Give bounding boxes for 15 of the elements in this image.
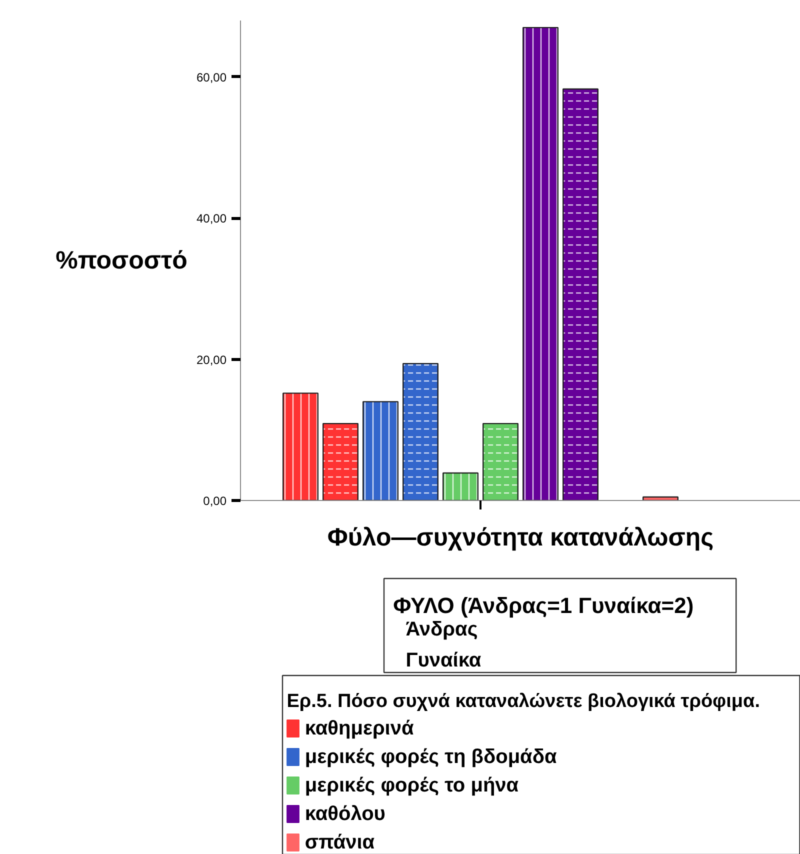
y-axis-title: %ποσοστό — [56, 246, 188, 274]
legend-title: Ερ.5. Πόσο συχνά καταναλώνετε βιολογικά τρόφιμα. — [286, 691, 760, 712]
legend-label: μερικές φορές τη βδομάδα — [304, 746, 558, 768]
legend-label: καθημερινά — [304, 718, 414, 740]
legend-label: μερικές φορές το μήνα — [304, 774, 520, 796]
text: Άνδρας — [406, 618, 478, 640]
x-axis-title: Φύλο—συχνότητα κατανάλωσης — [327, 524, 714, 552]
legend-label: σπάνια — [304, 832, 376, 854]
y-tick-label: 20,00 — [196, 352, 227, 367]
y-tick-label: 60,00 — [196, 70, 227, 84]
legend-label: καθόλου — [304, 803, 386, 825]
text: ΦΥΛΟ (Άνδρας=1 Γυναίκα=2) — [393, 593, 694, 618]
y-tick-label: 0,00 — [203, 494, 227, 508]
y-tick-label: 40,00 — [196, 212, 227, 226]
text: Γυναίκα — [406, 650, 482, 672]
